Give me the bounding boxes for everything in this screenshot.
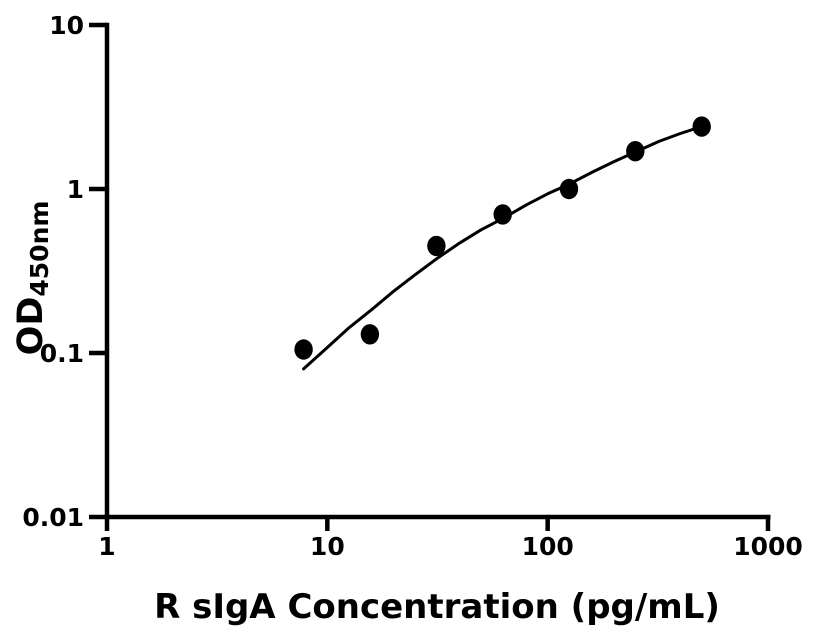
x-tick-label: 10 [310,532,345,561]
x-tick-label: 100 [522,532,574,561]
x-axis-ticks [104,517,771,531]
data-point [626,141,645,162]
x-tick-label: 1000 [733,532,803,561]
y-tick-label: 0.01 [22,503,84,532]
y-tick-label: 10 [49,11,84,40]
data-point [493,204,512,225]
x-axis-tick-labels: 1 10 100 1000 [98,532,802,561]
x-tick-label: 1 [98,532,115,561]
data-points-group [294,116,711,360]
y-axis-title-main: OD [11,297,51,356]
data-point [559,178,579,200]
data-point [427,235,446,257]
y-axis-ticks [89,22,107,520]
data-point [294,339,313,360]
data-point [360,324,380,345]
y-axis-title-subscript: 450nm [25,201,54,297]
y-tick-label: 0.1 [40,339,84,368]
data-point [692,116,711,137]
plot-area: 0.01 0.1 1 10 1 10 100 1000 [22,11,802,561]
y-tick-label: 1 [67,175,84,204]
y-axis-tick-labels: 0.01 0.1 1 10 [22,11,84,532]
x-axis-title: R sIgA Concentration (pg/mL) [154,587,720,627]
y-axis-title: OD450nm [11,201,54,356]
